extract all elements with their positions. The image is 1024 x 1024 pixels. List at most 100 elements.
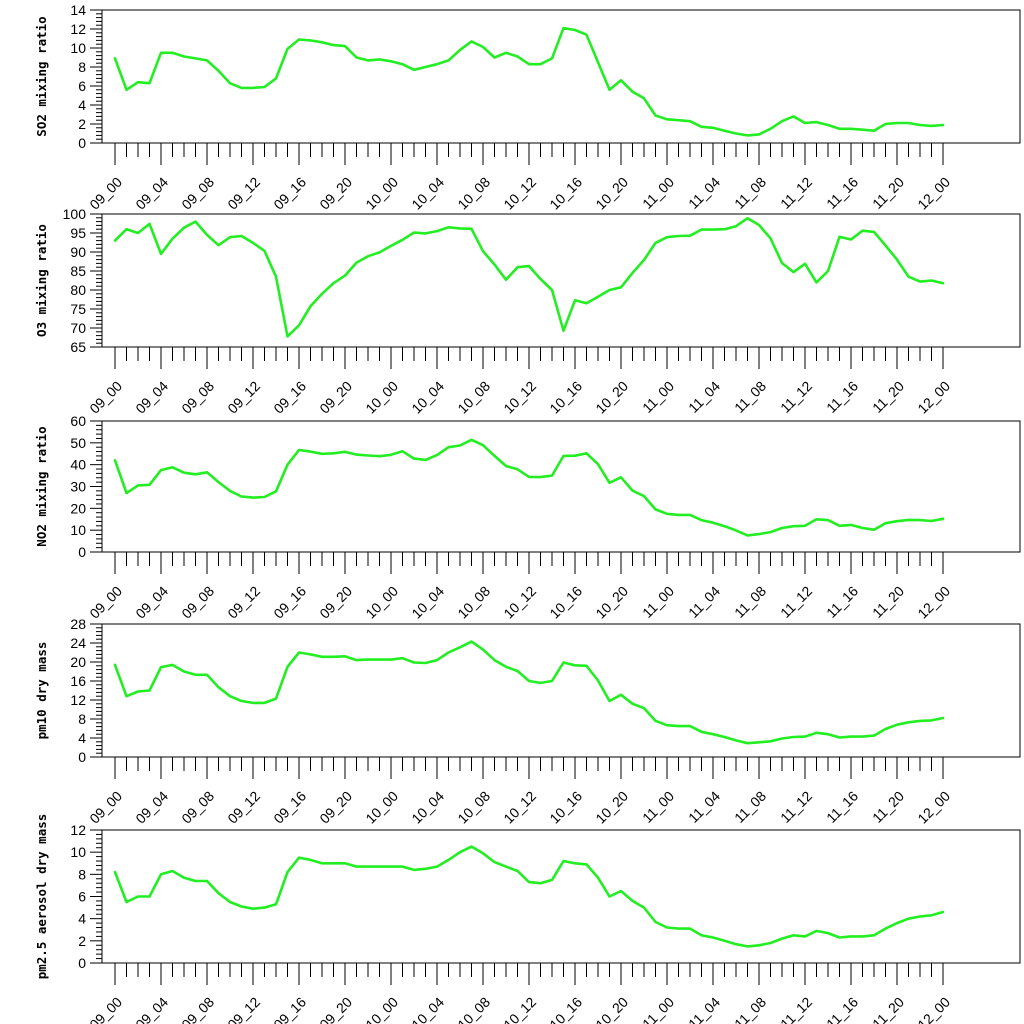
x-tick-label: 11_00 (639, 583, 677, 621)
y-tick-label: 8 (78, 711, 86, 727)
x-tick-label: 10_00 (362, 583, 401, 622)
x-tick-label: 10_16 (546, 994, 585, 1024)
y-tick-label: 8 (78, 59, 86, 75)
x-tick-label: 11_12 (777, 174, 815, 212)
x-tick-label: 09_16 (270, 378, 309, 417)
x-tick-label: 09_04 (132, 994, 171, 1024)
y-tick-label: 80 (70, 282, 86, 298)
y-tick-label: 100 (63, 206, 87, 222)
x-tick-label: 11_20 (869, 583, 907, 621)
y-tick-label: 16 (70, 673, 86, 689)
y-tick-label: 4 (78, 911, 86, 927)
y-tick-label: 14 (70, 2, 86, 18)
x-tick-label: 11_16 (823, 378, 861, 416)
x-tick-label: 11_08 (731, 994, 769, 1024)
y-tick-label: 75 (70, 301, 86, 317)
x-tick-label: 10_04 (408, 788, 447, 827)
x-tick-label: 11_08 (731, 788, 769, 826)
y-tick-label: 10 (70, 522, 86, 538)
x-tick-label: 11_00 (639, 994, 677, 1024)
x-tick-label: 09_04 (132, 788, 171, 827)
x-tick-label: 09_04 (132, 174, 171, 213)
y-tick-label: 20 (70, 500, 86, 516)
x-tick-label: 09_20 (316, 994, 355, 1024)
x-tick-label: 11_04 (685, 378, 723, 416)
x-tick-label: 09_00 (86, 788, 125, 827)
x-tick-label: 12_00 (914, 378, 953, 417)
y-tick-label: 0 (78, 544, 86, 560)
x-tick-label: 09_20 (316, 174, 355, 213)
y-tick-label: 60 (70, 413, 86, 429)
x-tick-label: 10_04 (408, 174, 447, 213)
plot-frame (101, 829, 1021, 964)
y-tick-label: 95 (70, 225, 86, 241)
y-tick-label: 30 (70, 479, 86, 495)
x-tick-label: 10_00 (362, 174, 401, 213)
y-tick-label: 8 (78, 866, 86, 882)
x-tick-label: 10_12 (500, 994, 539, 1024)
x-tick-label: 10_08 (454, 378, 493, 417)
x-tick-label: 11_20 (869, 378, 907, 416)
x-tick-label: 09_00 (86, 583, 125, 622)
y-tick-label: 28 (70, 616, 86, 632)
x-tick-label: 11_12 (777, 583, 815, 621)
series-line (113, 640, 945, 745)
x-tick-label: 11_20 (869, 994, 907, 1024)
x-tick-label: 11_12 (777, 994, 815, 1024)
x-tick-label: 11_00 (639, 378, 677, 416)
x-tick-label: 12_00 (914, 174, 953, 213)
x-tick-label: 12_00 (914, 994, 953, 1024)
y-tick-label: 2 (78, 116, 86, 132)
x-tick-label: 10_12 (500, 174, 539, 213)
x-tick-label: 09_08 (178, 583, 217, 622)
x-tick-label: 11_04 (685, 583, 723, 621)
x-tick-label: 11_04 (685, 174, 723, 212)
x-tick-label: 09_00 (86, 378, 125, 417)
x-tick-label: 10_08 (454, 174, 493, 213)
x-tick-label: 11_08 (731, 583, 769, 621)
plot-frame (101, 420, 1021, 553)
x-tick-label: 10_20 (592, 378, 631, 417)
y-tick-label: 90 (70, 244, 86, 260)
x-tick-label: 12_00 (914, 583, 953, 622)
series-line (113, 26, 945, 137)
y-axis-label: SO2 mixing ratio (34, 16, 49, 136)
x-tick-label: 09_12 (224, 788, 263, 827)
x-tick-label: 09_00 (86, 994, 125, 1024)
y-tick-label: 20 (70, 654, 86, 670)
y-tick-label: 0 (78, 135, 86, 151)
x-tick-label: 09_16 (270, 994, 309, 1024)
x-tick-label: 10_00 (362, 994, 401, 1024)
x-tick-label: 10_20 (592, 583, 631, 622)
x-tick-label: 11_04 (685, 788, 723, 826)
y-tick-label: 65 (70, 339, 86, 355)
x-tick-label: 11_12 (777, 378, 815, 416)
x-tick-label: 11_16 (823, 994, 861, 1024)
x-tick-label: 10_08 (454, 583, 493, 622)
x-tick-label: 10_00 (362, 788, 401, 827)
x-tick-label: 09_08 (178, 788, 217, 827)
y-tick-label: 12 (70, 692, 86, 708)
x-tick-label: 11_08 (731, 378, 769, 416)
series-line (113, 845, 945, 948)
series-line (113, 216, 945, 338)
chart-panel-3: 0 10 20 30 40 50 60 09_00 09_04 09_08 09_12 09_16 09… (34, 413, 1021, 622)
y-axis-label: NO2 mixing ratio (34, 426, 49, 546)
y-tick-label: 4 (78, 730, 86, 746)
x-tick-label: 11_16 (823, 583, 861, 621)
series-line (113, 438, 945, 537)
y-tick-label: 2 (78, 933, 86, 949)
y-tick-label: 70 (70, 320, 86, 336)
x-tick-label: 11_12 (777, 788, 815, 826)
x-tick-label: 09_20 (316, 788, 355, 827)
y-tick-label: 85 (70, 263, 86, 279)
x-tick-label: 09_16 (270, 583, 309, 622)
x-tick-label: 11_00 (639, 174, 677, 212)
x-tick-label: 10_20 (592, 174, 631, 213)
plot-frame (101, 213, 1021, 348)
x-tick-label: 10_08 (454, 788, 493, 827)
x-tick-label: 09_08 (178, 994, 217, 1024)
x-tick-label: 11_20 (869, 788, 907, 826)
